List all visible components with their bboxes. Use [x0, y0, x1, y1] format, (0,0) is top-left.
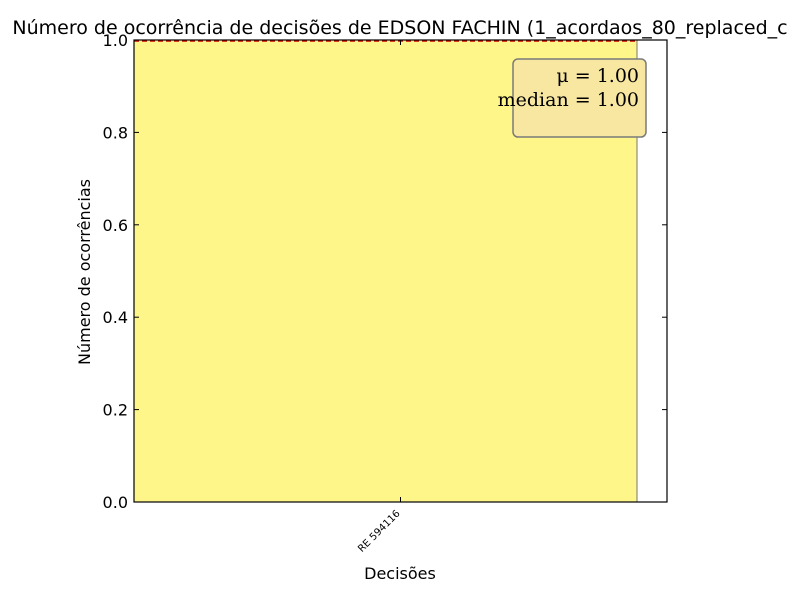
- y-tick-label: 0.6: [103, 216, 128, 235]
- stats-box-background: [512, 58, 647, 138]
- y-tick-label: 0.4: [103, 308, 128, 327]
- x-category-label: RE 594116: [356, 508, 402, 554]
- y-tick-label: 0.0: [103, 493, 128, 512]
- y-tick-label: 1.0: [103, 31, 128, 50]
- y-axis-label: Número de ocorrências: [75, 179, 94, 365]
- y-tick-label: 0.2: [103, 401, 128, 420]
- mean-stat-label: μ = 1.00: [556, 65, 639, 87]
- x-axis-label: Decisões: [364, 564, 436, 583]
- stats-box: μ = 1.00 median = 1.00: [498, 58, 647, 138]
- y-tick-label: 0.8: [103, 123, 128, 142]
- median-stat-label: median = 1.00: [498, 89, 639, 111]
- chart-title: Número de ocorrência de decisões de EDSO…: [12, 17, 787, 39]
